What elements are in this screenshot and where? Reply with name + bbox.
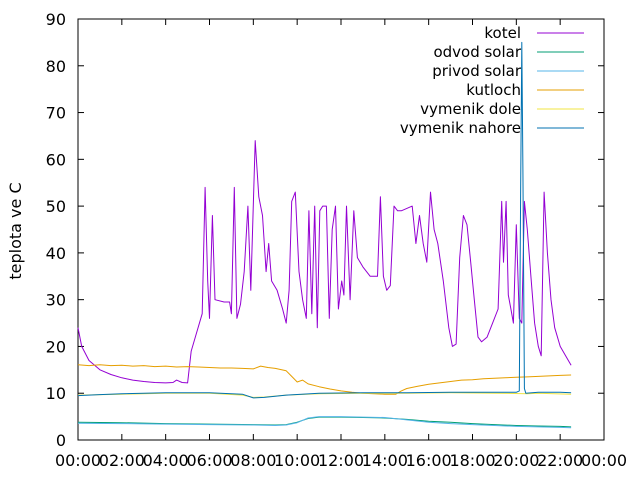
series-line-kotel <box>77 140 572 384</box>
x-tick-label: 18:00 <box>449 451 495 470</box>
series-line-kutloch <box>77 364 572 395</box>
x-tick-label: 00:00 <box>55 451 101 470</box>
x-tick-label: 22:00 <box>537 451 583 470</box>
y-tick-label: 90 <box>46 10 66 29</box>
series-line-vymenik-nahore <box>77 41 572 399</box>
legend-label-odvod-solar: odvod solar <box>433 43 521 61</box>
legend-label-privod-solar: privod solar <box>432 62 522 80</box>
y-tick-label: 30 <box>46 291 66 310</box>
series-lines <box>77 41 572 429</box>
y-tick-label: 70 <box>46 104 66 123</box>
x-tick-label: 10:00 <box>274 451 320 470</box>
legend-label-vymenik-nahore: vymenik nahore <box>400 119 521 137</box>
x-tick-label: 16:00 <box>406 451 452 470</box>
y-tick-label: 0 <box>56 431 66 450</box>
series-line-privod-solar <box>77 416 572 429</box>
y-axis-label: teplota ve C <box>6 182 25 279</box>
y-tick-label: 10 <box>46 384 66 403</box>
x-tick-label: 08:00 <box>230 451 276 470</box>
x-tick-label: 12:00 <box>318 451 364 470</box>
y-tick-label: 60 <box>46 150 66 169</box>
y-tick-label: 20 <box>46 337 66 356</box>
legend-label-kutloch: kutloch <box>466 81 521 99</box>
x-tick-label: 02:00 <box>99 451 145 470</box>
x-tick-label: 04:00 <box>143 451 189 470</box>
y-tick-label: 40 <box>46 244 66 263</box>
x-tick-label: 00:00 <box>581 451 627 470</box>
y-tick-label: 80 <box>46 57 66 76</box>
x-tick-label: 20:00 <box>493 451 539 470</box>
y-tick-label: 50 <box>46 197 66 216</box>
legend-label-vymenik-dole: vymenik dole <box>420 100 521 118</box>
x-tick-label: 14:00 <box>362 451 408 470</box>
x-tick-label: 06:00 <box>186 451 232 470</box>
legend-label-kotel: kotel <box>484 24 521 42</box>
axis-ticks: 010203040506070809000:0002:0004:0006:000… <box>46 10 627 470</box>
